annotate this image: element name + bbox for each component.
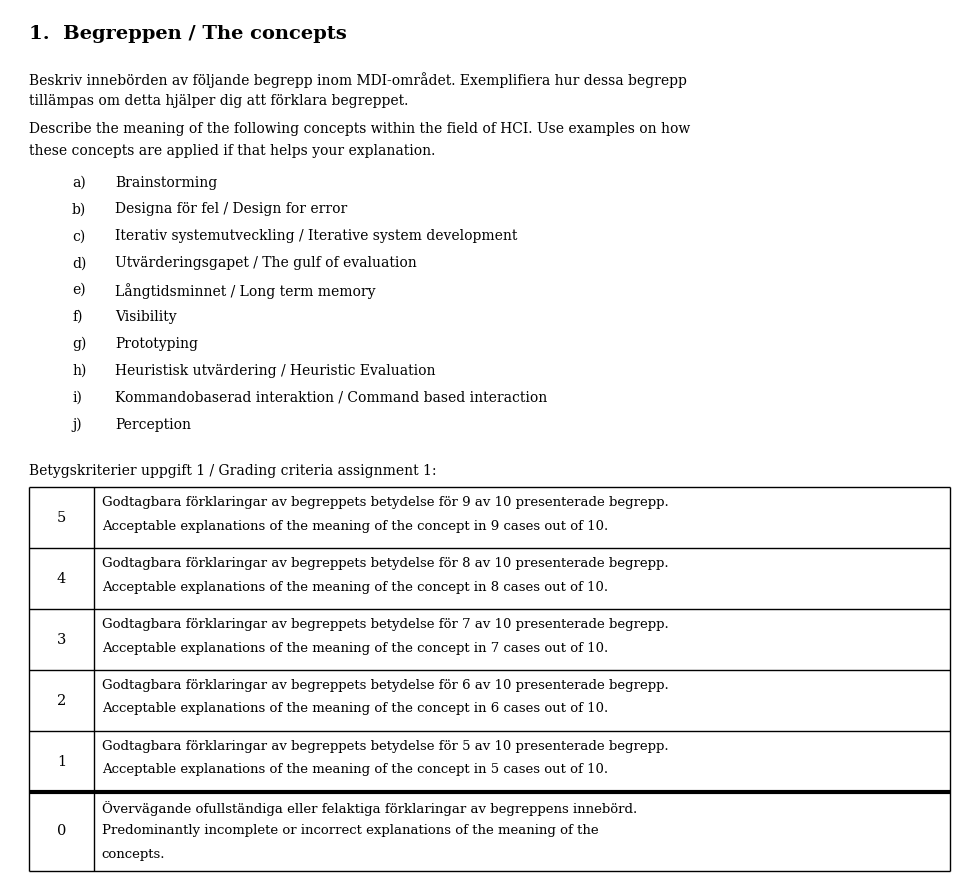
Text: i): i): [72, 391, 82, 405]
Text: Perception: Perception: [115, 418, 191, 432]
Text: j): j): [72, 418, 82, 432]
Text: Betygskriterier uppgift 1 / Grading criteria assignment 1:: Betygskriterier uppgift 1 / Grading crit…: [29, 464, 436, 478]
Text: Beskriv innebörden av följande begrepp inom MDI-området. Exemplifiera hur dessa : Beskriv innebörden av följande begrepp i…: [29, 72, 686, 88]
Text: 2: 2: [57, 694, 66, 708]
Text: Övervägande ofullständiga eller felaktiga förklaringar av begreppens innebörd.: Övervägande ofullständiga eller felaktig…: [102, 801, 637, 816]
Text: 5: 5: [57, 511, 66, 525]
Text: 1.  Begreppen / The concepts: 1. Begreppen / The concepts: [29, 25, 347, 43]
Text: c): c): [72, 229, 85, 244]
Text: e): e): [72, 283, 85, 297]
Text: Godtagbara förklaringar av begreppets betydelse för 7 av 10 presenterade begrepp: Godtagbara förklaringar av begreppets be…: [102, 618, 668, 632]
Text: Visibility: Visibility: [115, 310, 177, 324]
Text: Designa för fel / Design for error: Designa för fel / Design for error: [115, 202, 348, 217]
Text: Acceptable explanations of the meaning of the concept in 9 cases out of 10.: Acceptable explanations of the meaning o…: [102, 520, 608, 533]
Text: a): a): [72, 176, 85, 190]
Text: Describe the meaning of the following concepts within the field of HCI. Use exam: Describe the meaning of the following co…: [29, 122, 690, 136]
Text: Godtagbara förklaringar av begreppets betydelse för 6 av 10 presenterade begrepp: Godtagbara förklaringar av begreppets be…: [102, 679, 668, 693]
Text: f): f): [72, 310, 83, 324]
Text: Godtagbara förklaringar av begreppets betydelse för 8 av 10 presenterade begrepp: Godtagbara förklaringar av begreppets be…: [102, 557, 668, 571]
Text: d): d): [72, 256, 86, 271]
Text: Långtidsminnet / Long term memory: Långtidsminnet / Long term memory: [115, 283, 375, 299]
Text: Iterativ systemutveckling / Iterative system development: Iterativ systemutveckling / Iterative sy…: [115, 229, 517, 244]
Text: concepts.: concepts.: [102, 848, 165, 861]
Text: Acceptable explanations of the meaning of the concept in 8 cases out of 10.: Acceptable explanations of the meaning o…: [102, 581, 608, 594]
Text: Predominantly incomplete or incorrect explanations of the meaning of the: Predominantly incomplete or incorrect ex…: [102, 824, 598, 838]
Text: these concepts are applied if that helps your explanation.: these concepts are applied if that helps…: [29, 144, 435, 159]
Text: Heuristisk utvärdering / Heuristic Evaluation: Heuristisk utvärdering / Heuristic Evalu…: [115, 364, 436, 378]
Text: Acceptable explanations of the meaning of the concept in 7 cases out of 10.: Acceptable explanations of the meaning o…: [102, 642, 608, 655]
Text: tillämpas om detta hjälper dig att förklara begreppet.: tillämpas om detta hjälper dig att förkl…: [29, 94, 408, 108]
Text: Prototyping: Prototyping: [115, 337, 198, 351]
Text: 3: 3: [57, 633, 66, 647]
Text: 4: 4: [57, 572, 66, 586]
Text: 0: 0: [57, 824, 66, 839]
Text: g): g): [72, 337, 86, 351]
Text: h): h): [72, 364, 86, 378]
Text: Godtagbara förklaringar av begreppets betydelse för 9 av 10 presenterade begrepp: Godtagbara förklaringar av begreppets be…: [102, 496, 668, 510]
Text: Utvärderingsgapet / The gulf of evaluation: Utvärderingsgapet / The gulf of evaluati…: [115, 256, 417, 271]
Text: b): b): [72, 202, 86, 217]
Text: Acceptable explanations of the meaning of the concept in 6 cases out of 10.: Acceptable explanations of the meaning o…: [102, 702, 608, 716]
Text: 1: 1: [57, 754, 66, 769]
Text: Brainstorming: Brainstorming: [115, 176, 218, 190]
Text: Acceptable explanations of the meaning of the concept in 5 cases out of 10.: Acceptable explanations of the meaning o…: [102, 763, 608, 777]
Text: Godtagbara förklaringar av begreppets betydelse för 5 av 10 presenterade begrepp: Godtagbara förklaringar av begreppets be…: [102, 740, 668, 754]
Text: Kommandobaserad interaktion / Command based interaction: Kommandobaserad interaktion / Command ba…: [115, 391, 547, 405]
